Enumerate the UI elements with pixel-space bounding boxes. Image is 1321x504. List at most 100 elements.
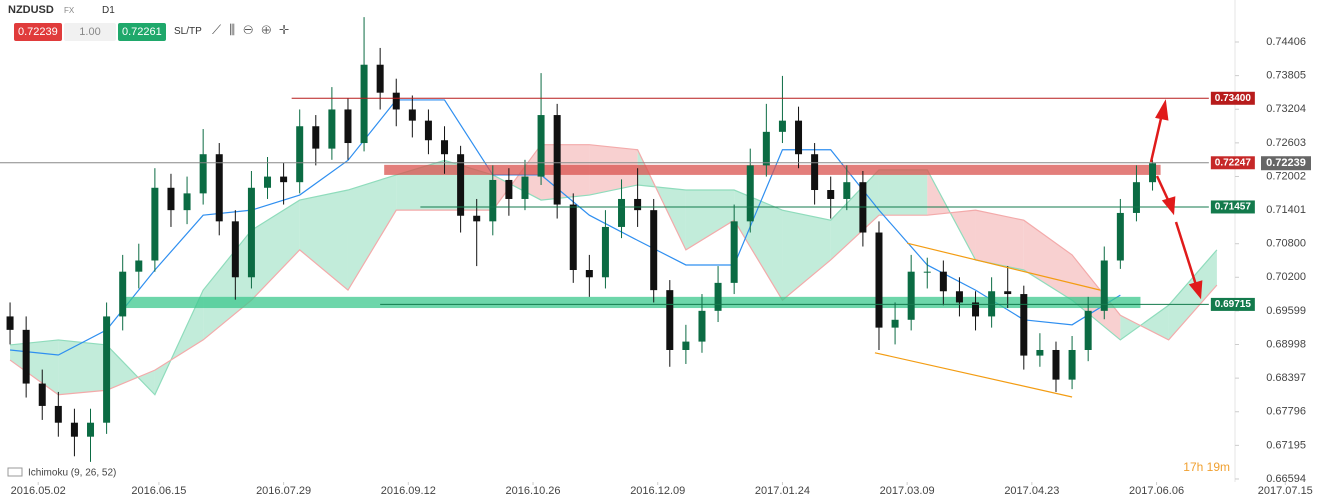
span-b-line bbox=[9, 144, 1218, 396]
indicator-icon[interactable] bbox=[7, 467, 23, 477]
cloud-segment bbox=[830, 169, 879, 260]
arrow-head bbox=[1161, 196, 1176, 216]
x-tick-label: 2017.07.15 bbox=[1258, 485, 1313, 497]
arrow bbox=[1155, 175, 1171, 203]
candle-body bbox=[698, 310, 706, 342]
candle-body bbox=[6, 316, 14, 330]
candle-body bbox=[1004, 291, 1012, 295]
candle-body bbox=[473, 215, 481, 222]
cloud-segment bbox=[685, 190, 735, 250]
level-label-box bbox=[1210, 156, 1255, 170]
level-label: 0.73400 bbox=[1215, 93, 1252, 104]
candle-body bbox=[891, 319, 899, 328]
candle-body bbox=[778, 120, 786, 132]
y-tick-label: 0.73204 bbox=[1266, 103, 1306, 115]
candle-body bbox=[231, 221, 239, 278]
symbol[interactable]: NZDUSD bbox=[8, 4, 54, 16]
toolbar-icons[interactable]: ⟋⫼⊖⊕✛ bbox=[212, 22, 298, 37]
candle-body bbox=[167, 187, 175, 211]
candle-body bbox=[746, 165, 754, 222]
cloud-segment bbox=[299, 190, 348, 291]
candle-body bbox=[521, 176, 529, 199]
candle-body bbox=[1068, 349, 1076, 380]
candle-body bbox=[38, 383, 46, 406]
x-tick-label: 2016.05.02 bbox=[11, 485, 66, 497]
forecast-arrows bbox=[1149, 99, 1203, 300]
y-tick-label: 0.67195 bbox=[1266, 439, 1306, 451]
cloud-segment bbox=[251, 200, 300, 301]
arrow-head bbox=[1188, 280, 1203, 300]
y-tick-label: 0.68397 bbox=[1266, 372, 1306, 384]
cloud-segment bbox=[975, 210, 1024, 271]
x-tick-label: 2016.10.26 bbox=[505, 485, 560, 497]
y-tick-label: 0.70200 bbox=[1266, 271, 1306, 283]
sl-tp-button[interactable]: SL/TP bbox=[174, 26, 202, 37]
y-tick-label: 0.66594 bbox=[1266, 473, 1306, 485]
candle-body bbox=[296, 126, 304, 183]
arrow-head bbox=[1155, 99, 1169, 121]
candle-body bbox=[441, 140, 449, 155]
x-tick-label: 2016.09.12 bbox=[381, 485, 436, 497]
zone bbox=[384, 164, 1161, 175]
candle-body bbox=[505, 179, 513, 199]
candle-body bbox=[54, 405, 62, 423]
candle-body bbox=[553, 115, 561, 205]
countdown-timer: 17h 19m bbox=[1183, 460, 1230, 474]
y-tick-label: 0.69599 bbox=[1266, 305, 1306, 317]
candle-body bbox=[457, 154, 465, 216]
candle-body bbox=[215, 154, 223, 222]
current-price-label: 0.72239 bbox=[1266, 157, 1306, 169]
cloud-segment bbox=[10, 339, 59, 395]
candle-body bbox=[376, 64, 384, 93]
candle-body bbox=[1052, 349, 1060, 380]
cloud-segment bbox=[1168, 249, 1217, 340]
candle-body bbox=[682, 341, 690, 350]
y-tick-label: 0.70800 bbox=[1266, 238, 1306, 250]
candle-body bbox=[70, 422, 78, 437]
candle-body bbox=[955, 291, 963, 303]
candle-body bbox=[601, 226, 609, 278]
lot-size[interactable]: 1.00 bbox=[64, 23, 116, 41]
candle-body bbox=[119, 271, 127, 317]
candle-body bbox=[151, 187, 159, 261]
timeframe[interactable]: D1 bbox=[102, 5, 115, 16]
candle-body bbox=[489, 179, 497, 222]
candle-body bbox=[1100, 260, 1108, 311]
candle-body bbox=[328, 109, 336, 149]
level-label-box bbox=[1210, 200, 1255, 214]
candle-body bbox=[714, 282, 722, 311]
candle-body bbox=[666, 290, 674, 350]
candle-body bbox=[22, 329, 30, 384]
sell-price[interactable]: 0.72239 bbox=[14, 23, 62, 41]
candle-body bbox=[650, 210, 658, 291]
candle-body bbox=[827, 190, 835, 199]
candle-body bbox=[87, 422, 95, 437]
channel-line bbox=[874, 352, 1073, 398]
candle-body bbox=[424, 120, 432, 141]
candle-body bbox=[730, 221, 738, 283]
buy-price[interactable]: 0.72261 bbox=[118, 23, 166, 41]
candle-body bbox=[762, 131, 770, 166]
arrow bbox=[1174, 221, 1198, 286]
candle-body bbox=[907, 271, 915, 320]
candle-body bbox=[988, 291, 996, 317]
candle-body bbox=[569, 204, 577, 271]
candle-body bbox=[199, 154, 207, 194]
level-label: 0.71457 bbox=[1215, 202, 1252, 213]
channel-line bbox=[906, 242, 1101, 291]
cloud-segment bbox=[782, 210, 831, 301]
candle-body bbox=[280, 176, 288, 183]
candle-body bbox=[103, 316, 111, 423]
level-label: 0.69715 bbox=[1215, 299, 1252, 310]
cloud-segment bbox=[1023, 220, 1073, 301]
candle-body bbox=[1084, 310, 1092, 350]
level-label: 0.72247 bbox=[1215, 157, 1252, 168]
span-a-line bbox=[9, 159, 1218, 396]
candle-body bbox=[264, 176, 272, 188]
x-tick-label: 2017.04.23 bbox=[1004, 485, 1059, 497]
x-tick-label: 2016.12.09 bbox=[630, 485, 685, 497]
kijun-line bbox=[9, 99, 1121, 356]
market: FX bbox=[64, 6, 75, 15]
x-tick-label: 2017.06.06 bbox=[1129, 485, 1184, 497]
